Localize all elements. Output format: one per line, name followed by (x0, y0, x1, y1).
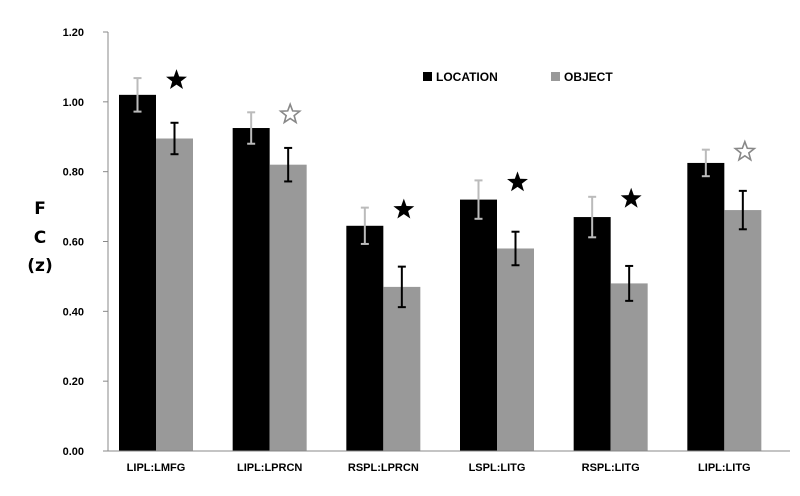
y-tick-label: 1.00 (63, 97, 84, 109)
y-tick-label: 0.80 (63, 167, 84, 179)
bars (119, 94, 762, 452)
filled-star-icon (166, 69, 187, 89)
y-tick-label: 0.40 (63, 306, 84, 318)
bar-object-4 (610, 283, 648, 451)
bar-location-4 (573, 217, 611, 451)
x-tick-label: LSPL:LITG (469, 462, 526, 474)
bar-object-1 (269, 164, 307, 451)
legend-label-object: OBJECT (564, 70, 613, 84)
y-axis-label: FC (z) (27, 199, 52, 276)
filled-star-icon (620, 187, 642, 208)
bar-object-5 (724, 210, 762, 451)
bar-location-2 (346, 225, 384, 451)
open-star-icon (278, 102, 302, 125)
bar-location-5 (687, 162, 725, 451)
x-axis-labels: LIPL:LMFG LIPL:LPRCN RSPL:LPRCN LSPL:LITG RS… (127, 462, 751, 474)
y-axis-label-line: (z) (27, 256, 52, 276)
x-tick-label: RSPL:LPRCN (348, 462, 419, 474)
legend-label-location: LOCATION (436, 70, 498, 84)
y-tick-label: 0.00 (63, 446, 84, 458)
y-axis-label-line: F (34, 199, 46, 219)
error-bars (133, 77, 747, 309)
y-tick-label: 1.20 (63, 27, 84, 39)
legend-swatch-location (423, 72, 432, 81)
bar-location-3 (460, 199, 497, 451)
x-tick-label: LIPL:LPRCN (237, 462, 302, 474)
bar-object-3 (497, 248, 534, 451)
bar-object-2 (383, 286, 421, 451)
bar-location-1 (232, 128, 270, 452)
y-tick-label: 0.20 (63, 376, 84, 388)
bar-object-0 (156, 138, 193, 451)
legend: LOCATION OBJECT (423, 70, 613, 84)
y-tick-label: 0.60 (63, 237, 84, 249)
open-star-icon (733, 139, 757, 162)
filled-star-icon (393, 198, 415, 219)
significance-markers (166, 69, 757, 219)
y-axis-label-line: C (34, 228, 46, 248)
bar-location-0 (119, 94, 156, 451)
x-tick-label: LIPL:LMFG (127, 462, 186, 474)
legend-swatch-object (551, 72, 560, 81)
x-tick-label: RSPL:LITG (582, 462, 640, 474)
x-tick-label: LIPL:LITG (698, 462, 751, 474)
filled-star-icon (507, 171, 528, 192)
y-axis-ticks: 0.00 0.20 0.40 0.60 0.80 1.00 1.20 (63, 27, 108, 458)
